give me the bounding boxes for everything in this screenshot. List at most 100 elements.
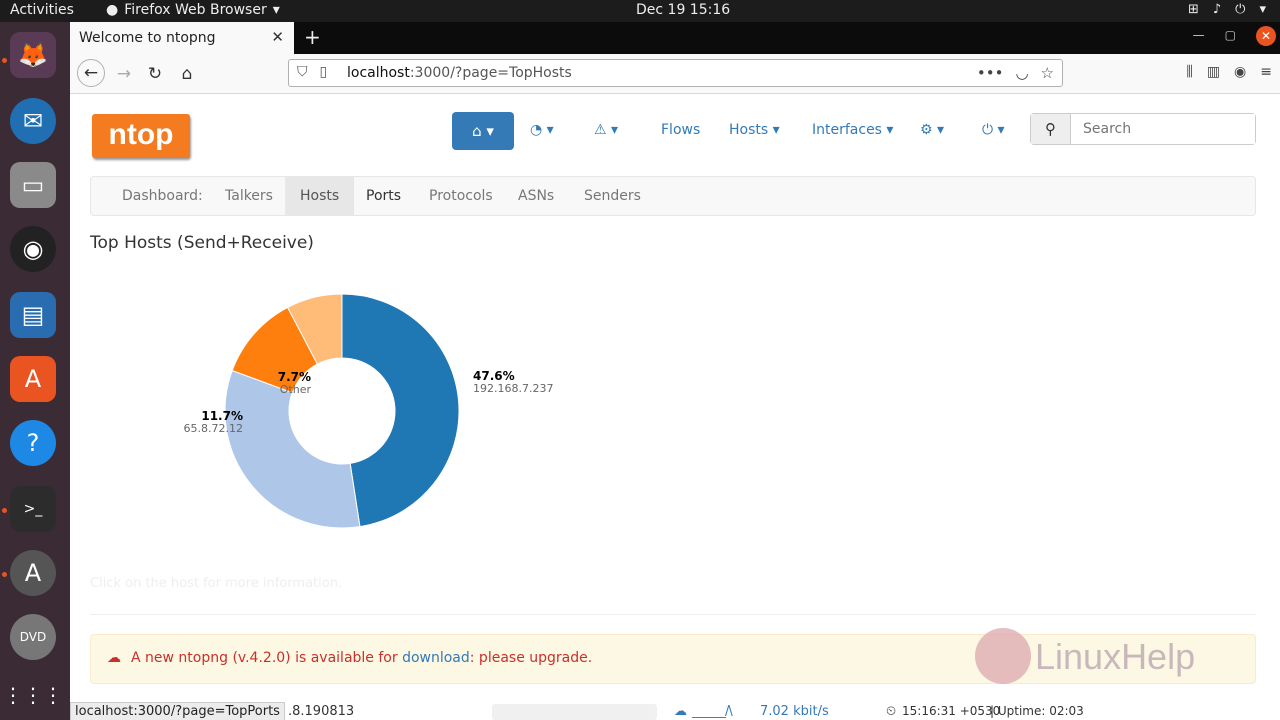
minimize-button[interactable]: — (1192, 28, 1205, 42)
slice-host-label: 192.168.7.237 (473, 382, 553, 395)
clock[interactable]: Dec 19 15:16 (636, 2, 731, 18)
bookmark-star-icon[interactable]: ☆ (1040, 64, 1054, 82)
library-icon[interactable]: ⫼ (1186, 64, 1193, 80)
search-input[interactable] (1071, 114, 1255, 144)
chart-hint: Click on the host for more information. (90, 576, 343, 591)
subnav-talkers[interactable]: Talkers (225, 188, 273, 204)
thunderbird-icon[interactable]: ✉ (10, 98, 56, 144)
linuxhelp-watermark: LinuxHelp (975, 626, 1235, 688)
shield-icon[interactable]: ⛉ (297, 64, 308, 80)
system-tray[interactable]: ⊞ ♪ ⏻ ▾ (1188, 2, 1266, 17)
close-window-button[interactable]: ✕ (1256, 26, 1276, 46)
reload-button[interactable]: ↻ (147, 64, 163, 84)
home-button[interactable]: ⌂ (181, 64, 193, 84)
software-icon[interactable]: A (10, 356, 56, 402)
caret-down-icon: ▾ (486, 122, 494, 140)
alert-text-after: : please upgrade. (469, 650, 593, 666)
subnav-ports[interactable]: Ports (366, 188, 402, 204)
donut-slice[interactable] (224, 369, 361, 529)
watermark-text: LinuxHelp (1035, 636, 1196, 677)
dvd-icon[interactable]: DVD (10, 614, 56, 660)
home-icon: ⌂ (472, 122, 482, 140)
caret-down-icon: ▾ (1259, 2, 1266, 17)
menu-icon[interactable]: ≡ (1260, 64, 1272, 80)
server-time: 15:16:31 +0530 (902, 704, 1001, 718)
slice-host-label: Other (280, 383, 312, 396)
account-icon[interactable]: ◉ (1234, 64, 1247, 80)
dock: 🦊 ✉ ▭ ◉ ▤ A ? >_ A DVD ⋮⋮⋮ (0, 22, 70, 720)
ntop-logo[interactable]: ntop (92, 114, 190, 158)
subnav-senders[interactable]: Senders (584, 188, 641, 204)
slice-host-label: 65.8.72.12 (184, 422, 243, 435)
power-icon: ⏻ (982, 122, 994, 138)
updater-icon[interactable]: A (10, 550, 56, 596)
subnav-asns[interactable]: ASNs (518, 188, 555, 204)
maximize-button[interactable]: ▢ (1224, 28, 1236, 42)
forward-button[interactable]: → (116, 64, 132, 84)
sidebar-icon[interactable]: ▥ (1206, 64, 1221, 80)
url-bar[interactable]: ⛉ ▯ localhost:3000/?page=TopHosts ••• ◡ … (288, 59, 1063, 87)
gear-icon: ⚙ (920, 122, 933, 138)
firefox-icon: ● (106, 2, 119, 18)
dashboard-menu[interactable]: ◔ ▾ (530, 122, 554, 138)
watermark-logo-icon (975, 628, 1031, 684)
alerts-menu[interactable]: ⚠ ▾ (594, 122, 619, 138)
caret-down-icon: ▾ (272, 2, 280, 18)
writer-icon[interactable]: ▤ (10, 292, 56, 338)
nav-toolbar: ← → ↻ ⌂ ⛉ ▯ localhost:3000/?page=TopHost… (70, 54, 1280, 94)
app-name-label: Firefox Web Browser (124, 2, 267, 18)
back-button[interactable]: ← (77, 59, 105, 87)
search-box: ⚲ (1030, 113, 1256, 145)
download-link[interactable]: download (402, 650, 470, 666)
settings-menu[interactable]: ⚙ ▾ (920, 122, 945, 138)
donut-slice[interactable] (286, 293, 343, 365)
throughput-sparkline-bg (492, 704, 657, 720)
activities-button[interactable]: Activities (10, 2, 74, 18)
page-title: Top Hosts (Send+Receive) (90, 233, 314, 253)
terminal-icon[interactable]: >_ (10, 486, 56, 532)
firefox-icon[interactable]: 🦊 (10, 32, 56, 78)
tab-strip: Welcome to ntopng ✕ + — ▢ ✕ (70, 22, 1280, 54)
subnav-protocols[interactable]: Protocols (429, 188, 493, 204)
nav-flows[interactable]: Flows (661, 122, 701, 138)
window-controls: — ▢ ✕ (1192, 26, 1276, 46)
url-actions: ••• ◡ ☆ (977, 64, 1054, 82)
dashboard-icon: ◔ (530, 122, 543, 138)
cloud-download-icon: ☁ (107, 650, 121, 666)
close-tab-icon[interactable]: ✕ (271, 28, 284, 46)
top-hosts-donut-chart: 47.6%192.168.7.23733.1%172.217.160.20211… (184, 293, 553, 529)
subnav-hosts[interactable]: Hosts (285, 177, 355, 215)
toolbar-right: ⫼ ▥ ◉ ≡ (1186, 64, 1272, 80)
rhythmbox-icon[interactable]: ◉ (10, 226, 56, 272)
browser-window: Welcome to ntopng ✕ + — ▢ ✕ ← → ↻ ⌂ ⛉ ▯ … (70, 22, 1280, 720)
uptime: | Uptime: 02:03 (990, 704, 1084, 718)
warning-icon: ⚠ (594, 122, 607, 138)
donut-slice[interactable] (341, 293, 460, 528)
page-actions-icon[interactable]: ••• (976, 64, 1004, 82)
url-lead-icons: ⛉ ▯ (297, 64, 327, 80)
network-icon: ⊞ (1187, 2, 1199, 17)
running-indicator (2, 508, 7, 513)
url-host: localhost (347, 65, 410, 81)
nav-hosts-label: Hosts (729, 122, 769, 138)
app-menu[interactable]: ● Firefox Web Browser ▾ (106, 2, 280, 18)
divider (90, 614, 1256, 615)
home-menu-button[interactable]: ⌂ ▾ (452, 112, 514, 150)
slice-percent-label: 11.7% (201, 409, 243, 423)
files-icon[interactable]: ▭ (10, 162, 56, 208)
throughput-rate[interactable]: 7.02 kbit/s (760, 704, 829, 719)
show-apps-icon[interactable]: ⋮⋮⋮ (3, 683, 63, 707)
new-tab-button[interactable]: + (304, 25, 321, 49)
nav-hosts[interactable]: Hosts ▾ (729, 122, 780, 138)
traffic-sparkline: ______/\ (692, 704, 733, 719)
search-icon[interactable]: ⚲ (1031, 114, 1071, 144)
nav-interfaces[interactable]: Interfaces ▾ (812, 122, 894, 138)
status-url: localhost:3000/?page=TopPorts (70, 702, 285, 720)
help-icon[interactable]: ? (10, 420, 56, 466)
dashboard-subnav: Dashboard: Talkers Hosts Ports Protocols… (90, 176, 1256, 216)
power-menu[interactable]: ⏻ ▾ (982, 122, 1005, 138)
upgrade-alert: ☁ A new ntopng (v.4.2.0) is available fo… (90, 634, 1256, 684)
tab-ntopng[interactable]: Welcome to ntopng ✕ (70, 22, 294, 54)
pocket-icon[interactable]: ◡ (1015, 64, 1029, 82)
page-info-icon[interactable]: ▯ (319, 64, 328, 80)
